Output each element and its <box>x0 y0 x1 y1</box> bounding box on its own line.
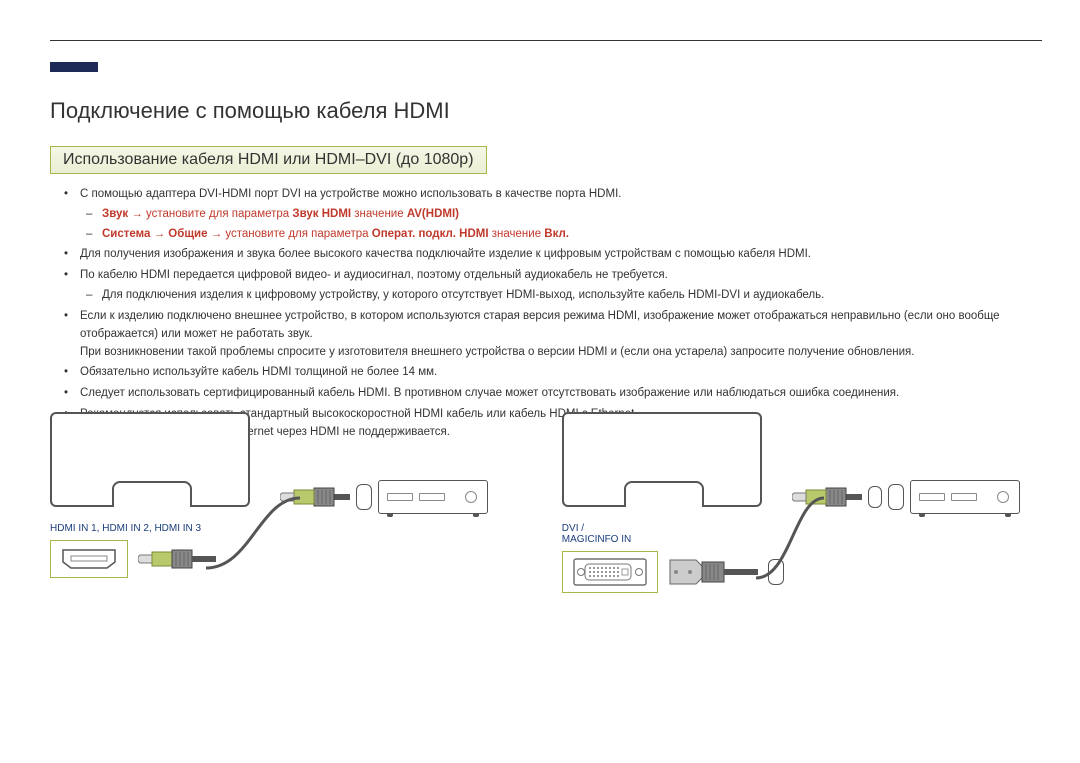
bullet-text: Следует использовать сертифицированный к… <box>80 387 899 399</box>
sub-item-red: Система → Общие → установите для парамет… <box>102 226 1042 244</box>
hdmi-connector-icon <box>138 544 216 574</box>
dvi-port-label: DVI / MAGICINFO IN <box>562 523 1042 545</box>
hdmi-connector-icon <box>792 482 862 512</box>
bullet-item: Для получения изображения и звука более … <box>80 246 1042 264</box>
bullet-item: С помощью адаптера DVI-HDMI порт DVI на … <box>80 186 1042 243</box>
sub-list: Для подключения изделия к цифровому устр… <box>80 287 1042 305</box>
bullet-text: Если к изделию подключено внешнее устрой… <box>80 310 1000 340</box>
diagram-hdmi: HDMI IN 1, HDMI IN 2, HDMI IN 3 <box>50 412 492 612</box>
bullet-text: Для получения изображения и звука более … <box>80 248 811 260</box>
kw: Звук <box>102 208 128 220</box>
bullet-list: С помощью адаптера DVI-HDMI порт DVI на … <box>50 186 1042 442</box>
kw: Вкл. <box>544 228 569 240</box>
player-device-icon <box>910 480 1020 514</box>
kw: Система <box>102 228 150 240</box>
kw: Операт. подкл. HDMI <box>372 228 489 240</box>
hdmi-port-frame <box>50 540 128 578</box>
txt: → <box>150 228 168 240</box>
dvi-label-line2: MAGICINFO IN <box>562 534 1042 545</box>
bullet-item: Следует использовать сертифицированный к… <box>80 385 1042 403</box>
bullet-text: По кабелю HDMI передается цифровой видео… <box>80 269 668 281</box>
monitor-icon <box>50 412 250 507</box>
player-device-icon <box>378 480 488 514</box>
hdmi-port-icon <box>61 547 117 571</box>
sub-list: Звук → установите для параметра Звук HDM… <box>80 206 1042 244</box>
dvi-port-frame <box>562 551 658 593</box>
cable-row-top <box>792 480 1020 514</box>
monitor-icon <box>562 412 762 507</box>
kw: Звук HDMI <box>292 208 351 220</box>
sub-item: Для подключения изделия к цифровому устр… <box>102 287 1042 305</box>
section-subheading: Использование кабеля HDMI или HDMI–DVI (… <box>50 146 487 174</box>
top-rule <box>50 40 1042 41</box>
hdmi-port-label: HDMI IN 1, HDMI IN 2, HDMI IN 3 <box>50 523 492 534</box>
kw: Общие <box>168 228 207 240</box>
hdmi-connector-icon <box>280 482 350 512</box>
txt: значение <box>489 228 545 240</box>
ferrite-icon <box>888 484 904 510</box>
bullet-item: Обязательно используйте кабель HDMI толщ… <box>80 364 1042 382</box>
accent-bar <box>50 62 98 72</box>
page-title: Подключение с помощью кабеля HDMI <box>50 98 1042 124</box>
bullet-item: Если к изделию подключено внешнее устрой… <box>80 308 1042 361</box>
ferrite-icon <box>356 484 372 510</box>
page-content: Подключение с помощью кабеля HDMI Исполь… <box>50 98 1042 445</box>
ferrite-icon <box>768 559 784 585</box>
sub-item-red: Звук → установите для параметра Звук HDM… <box>102 206 1042 224</box>
txt: → установите для параметра <box>128 208 292 220</box>
ferrite-icon <box>868 486 882 508</box>
bullet-text: С помощью адаптера DVI-HDMI порт DVI на … <box>80 188 621 200</box>
bullet-text: Обязательно используйте кабель HDMI толщ… <box>80 366 437 378</box>
dvi-port-icon <box>573 558 647 586</box>
txt: значение <box>351 208 407 220</box>
dvi-label-line1: DVI / <box>562 523 1042 534</box>
diagram-dvi: DVI / MAGICINFO IN <box>562 412 1042 612</box>
kw: AV(HDMI) <box>407 208 459 220</box>
dvi-port-row <box>562 551 1042 593</box>
bullet-continuation: При возникновении такой проблемы спросит… <box>80 344 1042 362</box>
hdmi-port-row <box>50 540 492 578</box>
txt: → установите для параметра <box>208 228 372 240</box>
dvi-connector-icon <box>668 552 758 592</box>
bullet-item: По кабелю HDMI передается цифровой видео… <box>80 267 1042 305</box>
diagrams-row: HDMI IN 1, HDMI IN 2, HDMI IN 3 <box>50 412 1042 612</box>
sub-text: Для подключения изделия к цифровому устр… <box>102 289 824 301</box>
cable-row-top <box>280 480 488 514</box>
